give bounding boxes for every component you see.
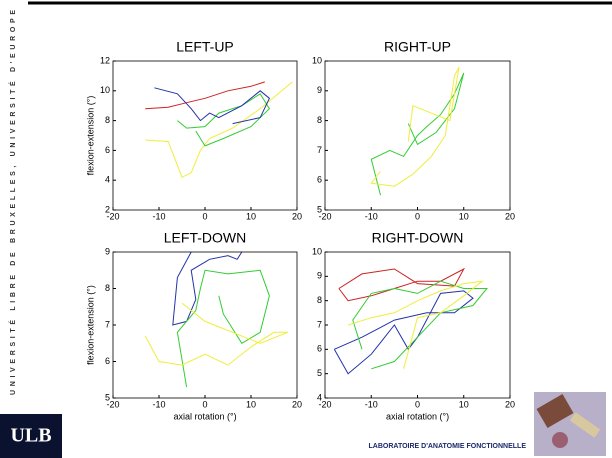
y-axis-label: flexion-extension (°): [85, 285, 95, 365]
y-tick-label: 7: [317, 319, 322, 329]
y-tick-label: 9: [317, 85, 322, 95]
trajectory: [145, 81, 293, 178]
y-tick-label: 2: [105, 204, 110, 214]
x-tick-label: -20: [318, 211, 331, 221]
y-tick-label: 5: [317, 204, 322, 214]
trajectory: [370, 72, 465, 196]
trajectory: [333, 290, 474, 375]
y-tick-label: 8: [317, 115, 322, 125]
axes-box: [324, 60, 511, 211]
y-tick-label: 6: [105, 145, 110, 155]
axes-box: [112, 60, 298, 211]
x-tick-label: 10: [246, 211, 256, 221]
trajectory: [177, 93, 271, 147]
y-tick-label: 4: [105, 175, 110, 185]
x-tick-label: 10: [459, 211, 469, 221]
axes-box: [324, 251, 511, 399]
x-tick-label: -10: [152, 399, 165, 409]
y-tick-label: 9: [317, 271, 322, 281]
trajectory: [176, 269, 270, 388]
x-tick-label: 10: [459, 399, 469, 409]
x-tick-label: -10: [152, 211, 165, 221]
x-tick-label: -10: [365, 399, 378, 409]
y-tick-label: 5: [317, 368, 322, 378]
y-tick-label: 12: [100, 55, 110, 65]
x-tick-label: 0: [415, 211, 420, 221]
logo: ULB: [10, 425, 51, 447]
trajectory: [347, 280, 485, 369]
x-tick-label: -20: [318, 399, 331, 409]
chart-title: RIGHT-UP: [384, 39, 451, 55]
y-tick-label: 6: [105, 356, 110, 366]
chart-title: LEFT-DOWN: [164, 230, 246, 246]
axes-box: [112, 251, 298, 399]
logo-box: [0, 414, 62, 458]
y-tick-label: 6: [317, 344, 322, 354]
x-tick-label: 0: [415, 399, 420, 409]
x-tick-label: -20: [106, 211, 119, 221]
x-tick-label: 10: [246, 399, 256, 409]
photo: [534, 392, 606, 456]
x-tick-label: -10: [365, 211, 378, 221]
y-tick-label: 9: [105, 246, 110, 256]
y-tick-label: 4: [317, 392, 322, 402]
trajectory: [352, 280, 488, 370]
x-tick-label: -20: [106, 399, 119, 409]
x-axis-label: axial rotation (°): [173, 411, 236, 421]
y-tick-label: 8: [105, 283, 110, 293]
y-tick-label: 7: [105, 319, 110, 329]
trajectory: [154, 87, 271, 125]
y-tick-label: 8: [105, 115, 110, 125]
trajectory: [144, 302, 288, 366]
y-tick-label: 5: [105, 392, 110, 402]
y-axis-label: flexion-extension (°): [85, 96, 95, 176]
x-tick-label: 20: [292, 211, 302, 221]
trajectory: [370, 66, 460, 187]
chart-title: RIGHT-DOWN: [372, 230, 464, 246]
x-tick-label: 0: [202, 399, 207, 409]
x-tick-label: 0: [202, 211, 207, 221]
y-tick-label: 8: [317, 295, 322, 305]
x-tick-label: 20: [505, 211, 515, 221]
y-tick-label: 7: [317, 145, 322, 155]
y-tick-label: 10: [312, 55, 322, 65]
trajectory: [172, 251, 243, 326]
y-tick-label: 10: [312, 246, 322, 256]
y-tick-label: 6: [317, 175, 322, 185]
y-tick-label: 10: [100, 85, 110, 95]
x-tick-label: 20: [505, 399, 515, 409]
trajectory: [338, 267, 466, 302]
chart-title: LEFT-UP: [176, 39, 234, 55]
lab-name: LABORATOIRE D'ANATOMIE FONCTIONNELLE: [369, 443, 527, 450]
x-tick-label: 20: [292, 399, 302, 409]
x-axis-label: axial rotation (°): [386, 411, 449, 421]
trajectory: [145, 81, 265, 110]
